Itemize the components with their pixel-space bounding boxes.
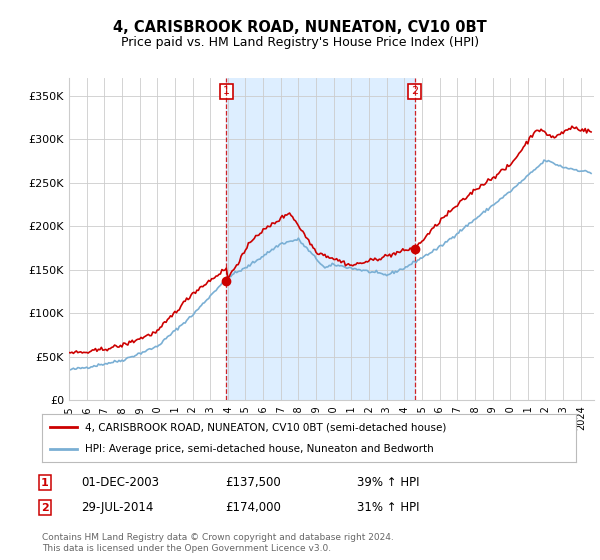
Text: Price paid vs. HM Land Registry's House Price Index (HPI): Price paid vs. HM Land Registry's House … — [121, 36, 479, 49]
Text: 29-JUL-2014: 29-JUL-2014 — [81, 501, 154, 515]
Text: 4, CARISBROOK ROAD, NUNEATON, CV10 0BT (semi-detached house): 4, CARISBROOK ROAD, NUNEATON, CV10 0BT (… — [85, 422, 446, 432]
Text: This data is licensed under the Open Government Licence v3.0.: This data is licensed under the Open Gov… — [42, 544, 331, 553]
Text: 1: 1 — [223, 86, 230, 96]
Text: £174,000: £174,000 — [225, 501, 281, 515]
Text: 1: 1 — [41, 478, 49, 488]
Bar — [226, 78, 415, 400]
Text: 31% ↑ HPI: 31% ↑ HPI — [357, 501, 419, 515]
Text: 01-DEC-2003: 01-DEC-2003 — [81, 476, 159, 489]
Text: 39% ↑ HPI: 39% ↑ HPI — [357, 476, 419, 489]
Text: 2: 2 — [411, 86, 418, 96]
Text: HPI: Average price, semi-detached house, Nuneaton and Bedworth: HPI: Average price, semi-detached house,… — [85, 444, 433, 454]
Text: Contains HM Land Registry data © Crown copyright and database right 2024.: Contains HM Land Registry data © Crown c… — [42, 533, 394, 542]
Text: 2: 2 — [41, 503, 49, 513]
Text: £137,500: £137,500 — [225, 476, 281, 489]
Text: 4, CARISBROOK ROAD, NUNEATON, CV10 0BT: 4, CARISBROOK ROAD, NUNEATON, CV10 0BT — [113, 20, 487, 35]
